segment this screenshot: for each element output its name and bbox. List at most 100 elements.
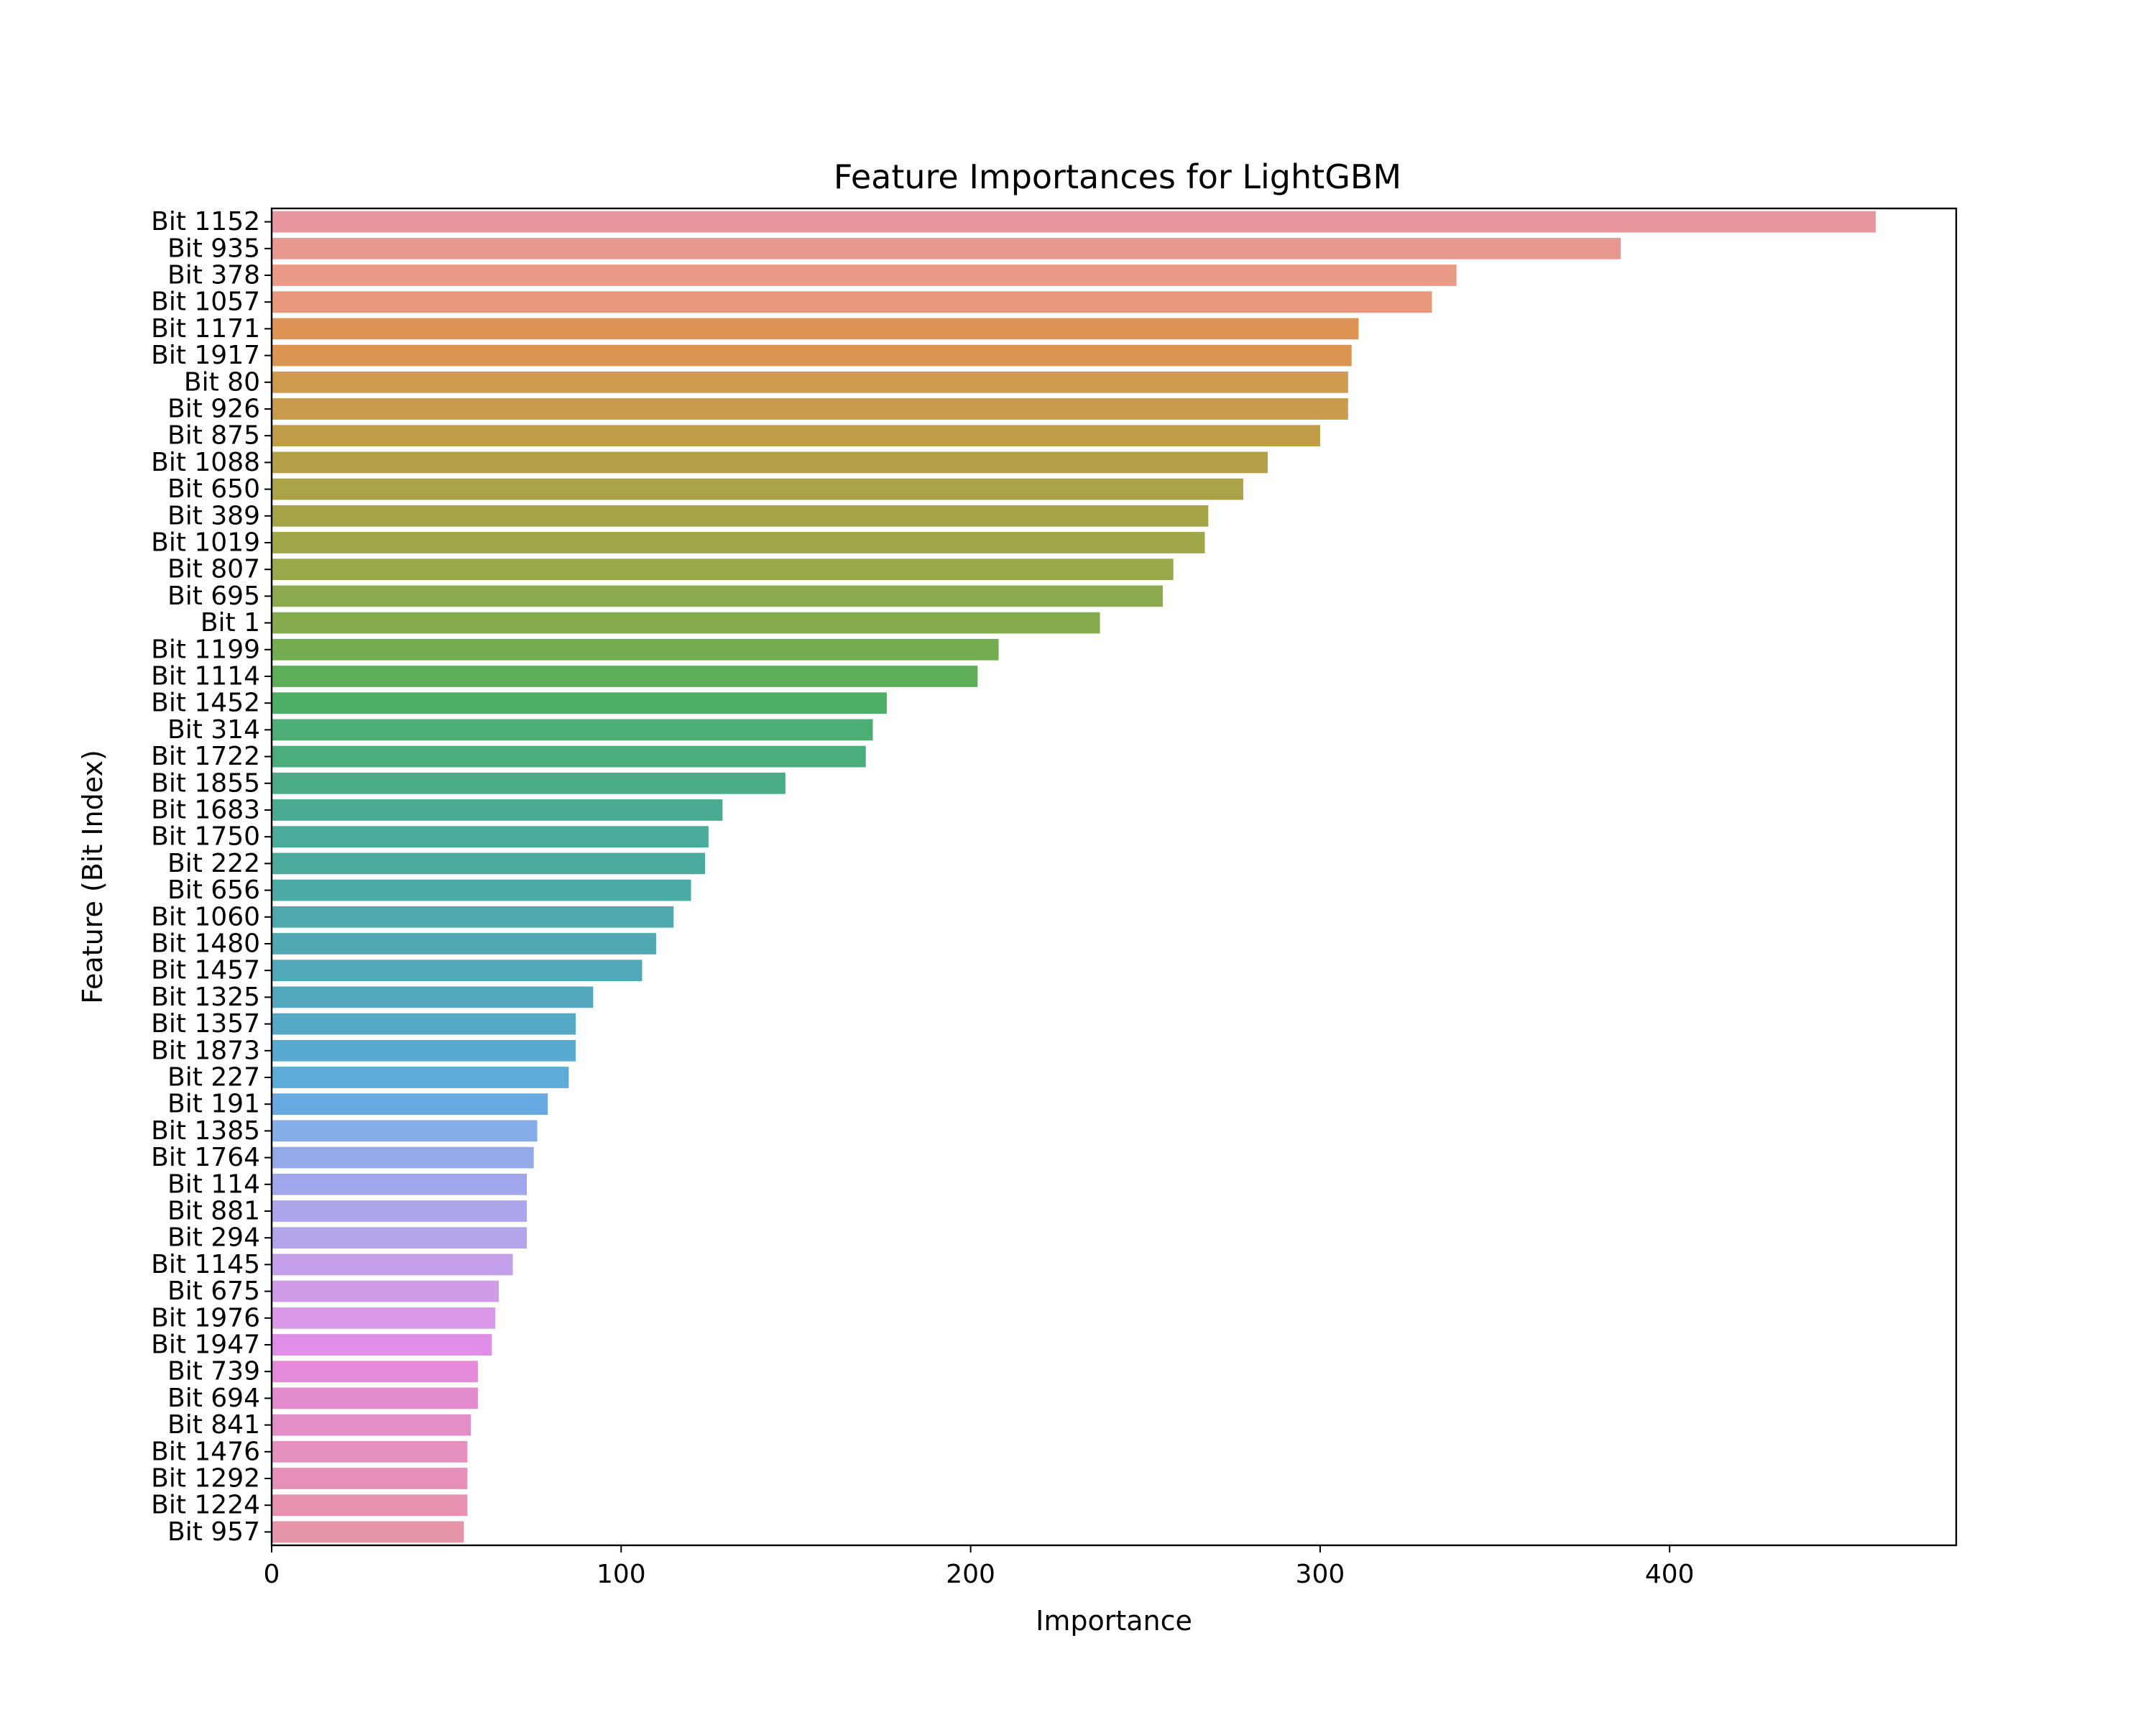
bar <box>272 1227 528 1249</box>
bar <box>272 745 866 768</box>
y-tick-label: Bit 650 <box>167 474 260 504</box>
x-tick-label: 100 <box>596 1560 646 1589</box>
y-tick-label: Bit 114 <box>167 1169 260 1199</box>
y-tick-label: Bit 1764 <box>151 1143 260 1172</box>
bar <box>272 478 1243 500</box>
y-tick-label: Bit 1722 <box>151 742 260 771</box>
bar <box>272 1013 576 1035</box>
y-tick-label: Bit 1325 <box>151 983 260 1012</box>
y-tick-label: Bit 1855 <box>151 768 260 798</box>
y-tick-label: Bit 1292 <box>151 1464 260 1494</box>
bar <box>272 1334 492 1356</box>
bar <box>272 425 1320 447</box>
y-tick-label: Bit 227 <box>167 1063 260 1092</box>
bar <box>272 933 656 954</box>
bar <box>272 291 1432 313</box>
y-tick-label: Bit 1947 <box>151 1330 260 1360</box>
y-tick-label: Bit 841 <box>167 1410 260 1440</box>
bar <box>272 1280 499 1302</box>
y-tick-label: Bit 1145 <box>151 1250 260 1279</box>
bar <box>272 532 1205 553</box>
y-tick-label: Bit 1457 <box>151 956 260 985</box>
bar <box>272 906 674 928</box>
y-tick-label: Bit 191 <box>167 1090 260 1119</box>
bar <box>272 826 709 848</box>
y-tick-label: Bit 1060 <box>151 902 260 932</box>
bar <box>272 638 999 661</box>
x-ticks: 0 100 200 300 400 <box>264 1545 1695 1589</box>
bar <box>272 1494 468 1517</box>
bar <box>272 1521 464 1543</box>
bar <box>272 344 1352 367</box>
y-tick-label: Bit 935 <box>167 234 260 263</box>
bar <box>272 852 706 875</box>
bar <box>272 211 1876 233</box>
x-tick-label: 200 <box>946 1560 995 1589</box>
bar <box>272 585 1164 607</box>
y-tick-label: Bit 926 <box>167 395 260 424</box>
plot-frame <box>270 207 1958 1547</box>
bar <box>272 666 978 687</box>
bar <box>272 318 1359 340</box>
chart-title: Feature Importances for LightGBM <box>834 157 1401 196</box>
bar <box>272 612 1100 634</box>
y-tick-label: Bit 1476 <box>151 1437 260 1466</box>
y-tick-label: Bit 1385 <box>151 1116 260 1146</box>
bar <box>272 1067 569 1088</box>
y-tick-label: Bit 875 <box>167 421 260 451</box>
bar <box>272 237 1621 259</box>
y-tick-label: Bit 694 <box>167 1384 260 1413</box>
bar <box>272 799 723 821</box>
bar <box>272 960 642 982</box>
bars-group <box>272 211 1876 1543</box>
y-tick-label: Bit 222 <box>167 849 260 878</box>
bar <box>272 1254 513 1276</box>
bar <box>272 1093 548 1116</box>
y-tick-label: Bit 1917 <box>151 341 260 370</box>
bar <box>272 1468 468 1489</box>
bar <box>272 558 1174 581</box>
bar <box>272 1414 471 1436</box>
y-tick-label: Bit 675 <box>167 1276 260 1306</box>
y-tick-label: Bit 656 <box>167 875 260 905</box>
y-tick-label: Bit 739 <box>167 1357 260 1386</box>
bar <box>272 1307 496 1329</box>
y-tick-label: Bit 314 <box>167 715 260 745</box>
x-tick-label: 300 <box>1296 1560 1345 1589</box>
y-tick-label: Bit 1114 <box>151 662 260 691</box>
bar <box>272 772 786 794</box>
y-tick-label: Bit 80 <box>184 367 260 397</box>
bar <box>272 505 1209 527</box>
y-tick-label: Bit 1019 <box>151 528 260 558</box>
y-tick-label: Bit 1171 <box>151 314 260 344</box>
y-axis-label: Feature (Bit Index) <box>77 750 109 1004</box>
y-tick-label: Bit 1976 <box>151 1303 260 1333</box>
x-axis-label: Importance <box>1036 1605 1192 1637</box>
bar <box>272 1200 528 1222</box>
bar <box>272 451 1268 474</box>
y-tick-label: Bit 1152 <box>151 207 260 236</box>
y-tick-label: Bit 1357 <box>151 1009 260 1039</box>
y-tick-label: Bit 957 <box>167 1517 260 1547</box>
bar <box>272 264 1457 286</box>
y-tick-label: Bit 807 <box>167 555 260 584</box>
y-tick-label: Bit 1057 <box>151 288 260 317</box>
bar <box>272 1039 576 1062</box>
y-tick-label: Bit 378 <box>167 261 260 290</box>
bar <box>272 692 887 714</box>
y-tick-label: Bit 1480 <box>151 929 260 959</box>
y-tick-label: Bit 1088 <box>151 448 260 477</box>
y-tick-label: Bit 1452 <box>151 689 260 718</box>
bar <box>272 1387 478 1409</box>
y-tick-label: Bit 294 <box>167 1223 260 1253</box>
bar <box>272 1440 468 1463</box>
bar <box>272 1120 538 1142</box>
y-tick-label: Bit 1224 <box>151 1491 260 1520</box>
bar <box>272 371 1348 393</box>
y-tick-label: Bit 1 <box>201 608 260 638</box>
y-tick-label: Bit 1199 <box>151 635 260 664</box>
bar <box>272 398 1348 420</box>
y-tick-label: Bit 389 <box>167 501 260 530</box>
